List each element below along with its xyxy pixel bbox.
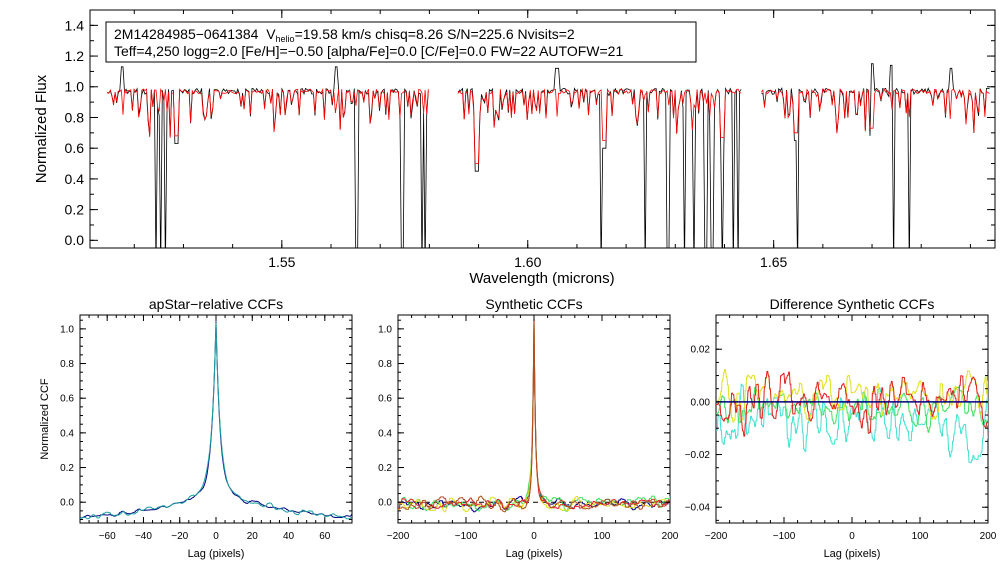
x-tick-label: 200 bbox=[980, 531, 997, 542]
apstar-ccf-xlabel: Lag (pixels) bbox=[188, 548, 245, 560]
difference-ccf-line bbox=[716, 371, 988, 437]
x-tick-label: −60 bbox=[99, 531, 116, 542]
y-tick-label: 0.0 bbox=[60, 498, 74, 509]
y-tick-label: 0.6 bbox=[60, 394, 74, 405]
x-tick-label: 0 bbox=[531, 531, 537, 542]
y-tick-label: 0.6 bbox=[65, 140, 85, 156]
x-tick-label: −100 bbox=[773, 531, 796, 542]
vhelio-values: =19.58 km/s chisq=8.26 S/N=225.6 Nvisits… bbox=[295, 26, 575, 42]
difference-ccf-panel: −200 −100 0 100 200 −0.04 −0.02 0.00 0.02 Differ… bbox=[685, 296, 997, 560]
difference-ccf-title: Difference Synthetic CCFs bbox=[770, 296, 935, 312]
y-tick-label: 0.8 bbox=[65, 109, 85, 125]
model-spectrum-line bbox=[107, 87, 990, 164]
spectrum-xlabel: Wavelength (microns) bbox=[469, 270, 614, 287]
apstar-ccf-frame bbox=[79, 314, 353, 524]
x-tick-label: −40 bbox=[135, 531, 152, 542]
info-box bbox=[105, 21, 697, 63]
y-tick-label: 0.8 bbox=[378, 359, 392, 370]
apstar-ccf-panel: −60 −40 −20 0 20 40 60 0.0 0.2 0.4 0.6 0.8 1.0 apSta… bbox=[39, 296, 353, 560]
observed-spectrum-line bbox=[107, 63, 990, 248]
y-tick-label: 1.0 bbox=[60, 324, 74, 335]
y-tick-label: 1.0 bbox=[378, 324, 392, 335]
spectrum-ylabel: Normalized Flux bbox=[33, 74, 50, 183]
spectrum-plot-frame bbox=[89, 9, 996, 249]
star-id: 2M14284985−0641384 bbox=[114, 26, 259, 42]
x-tick-label: 20 bbox=[247, 531, 259, 542]
y-tick-label: 0.0 bbox=[378, 498, 392, 509]
y-tick-label: 0.6 bbox=[378, 394, 392, 405]
spectrum-panel: 1.55 1.60 1.65 0.0 0.2 0.4 0.6 0.8 1.0 1.2 1.4 2M1… bbox=[33, 9, 996, 287]
y-tick-label: −0.02 bbox=[685, 450, 711, 461]
apstar-ccf-ylabel: Normalized CCF bbox=[39, 378, 51, 460]
y-tick-label: 0.02 bbox=[691, 345, 711, 356]
difference-ccf-line bbox=[716, 386, 988, 439]
x-tick-label: −20 bbox=[171, 531, 188, 542]
y-tick-label: 0.2 bbox=[65, 202, 85, 218]
x-tick-label: −200 bbox=[705, 531, 728, 542]
x-tick-label: 60 bbox=[319, 531, 331, 542]
apstar-ccf-line bbox=[80, 322, 352, 520]
y-tick-label: 0.2 bbox=[60, 463, 74, 474]
y-tick-label: 0.4 bbox=[378, 428, 392, 439]
x-tick-label: 100 bbox=[912, 531, 929, 542]
synthetic-ccf-panel: −200 −100 0 100 200 0.0 0.2 0.4 0.6 0.8 1.0 Synthe… bbox=[378, 296, 679, 560]
y-tick-label: 0.4 bbox=[60, 428, 74, 439]
synthetic-ccf-xlabel: Lag (pixels) bbox=[506, 548, 563, 560]
synthetic-ccf-title: Synthetic CCFs bbox=[485, 296, 582, 312]
x-tick-label: 40 bbox=[283, 531, 295, 542]
y-tick-label: 0.4 bbox=[65, 171, 85, 187]
info-line-2: Teff=4,250 logg=2.0 [Fe/H]=−0.50 [alpha/… bbox=[114, 43, 623, 59]
x-tick-label: −100 bbox=[455, 531, 478, 542]
y-tick-label: 0.2 bbox=[378, 463, 392, 474]
y-tick-label: 0.00 bbox=[691, 397, 711, 408]
synthetic-ccf-line bbox=[398, 322, 670, 513]
apstar-ccf-title: apStar−relative CCFs bbox=[149, 296, 283, 312]
x-tick-label: 1.60 bbox=[514, 254, 541, 270]
x-tick-label: 1.55 bbox=[268, 254, 295, 270]
x-tick-label: 100 bbox=[594, 531, 611, 542]
x-tick-label: 1.65 bbox=[760, 254, 787, 270]
x-tick-label: 0 bbox=[849, 531, 855, 542]
x-tick-label: 0 bbox=[213, 531, 219, 542]
vhelio-label: V bbox=[266, 26, 276, 42]
y-tick-label: −0.04 bbox=[685, 503, 711, 514]
vhelio-subscript: helio bbox=[276, 34, 295, 44]
x-tick-label: −200 bbox=[387, 531, 410, 542]
apstar-ccf-line bbox=[80, 321, 352, 519]
y-tick-label: 1.4 bbox=[65, 17, 85, 33]
x-tick-label: 200 bbox=[662, 531, 679, 542]
info-line-1: 2M14284985−0641384 Vhelio=19.58 km/s chi… bbox=[114, 26, 575, 44]
y-tick-label: 1.0 bbox=[65, 79, 85, 95]
y-tick-label: 0.8 bbox=[60, 359, 74, 370]
y-tick-label: 1.2 bbox=[65, 48, 85, 64]
y-tick-label: 0.0 bbox=[65, 232, 85, 248]
difference-ccf-xlabel: Lag (pixels) bbox=[824, 548, 881, 560]
difference-ccf-line bbox=[716, 369, 988, 426]
